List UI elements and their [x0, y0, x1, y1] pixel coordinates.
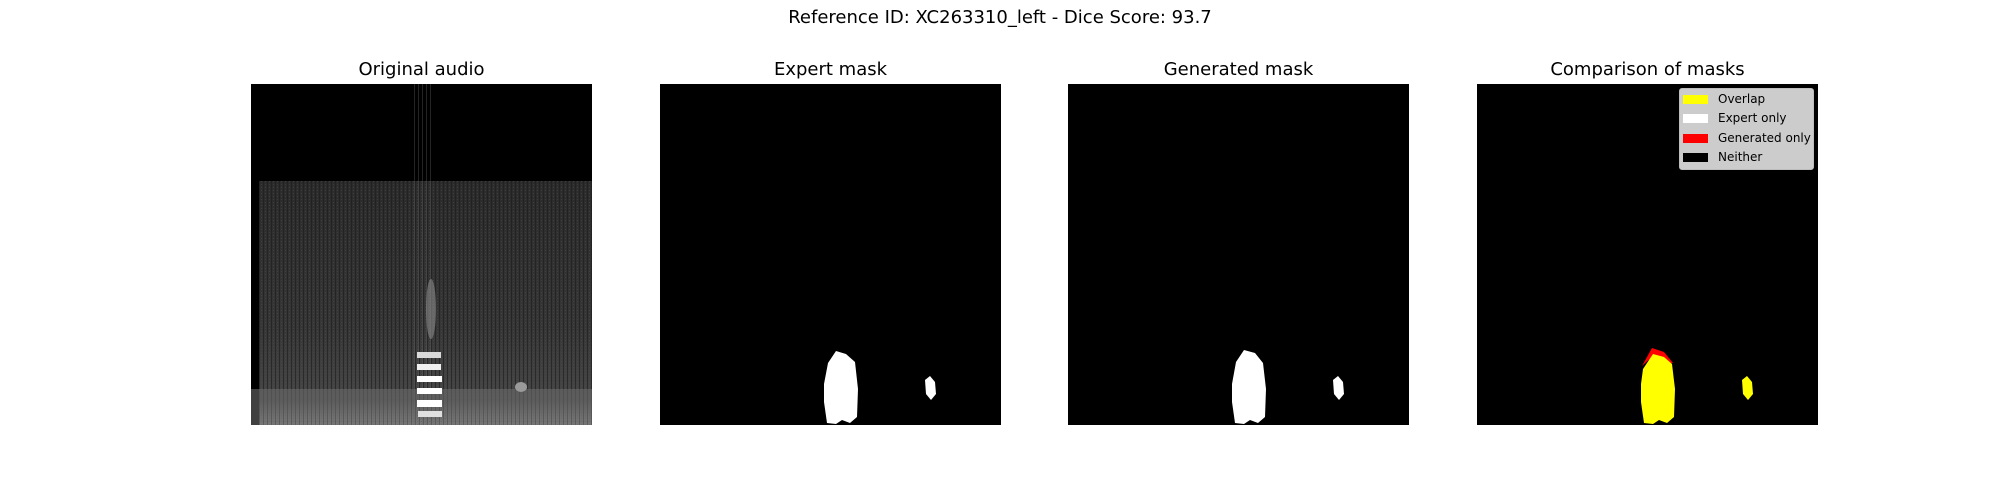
legend-swatch-overlap — [1683, 95, 1708, 104]
panel-title-generated-mask: Generated mask — [1068, 59, 1409, 80]
panel-title-expert-mask: Expert mask — [660, 59, 1001, 80]
legend-label-generated-only: Generated only — [1718, 131, 1811, 145]
generated-mask-image — [1068, 84, 1409, 425]
legend-swatch-generated-only — [1683, 134, 1708, 143]
overlap-region-large — [1641, 354, 1675, 424]
bird-call-small — [515, 382, 527, 392]
expert-mask-image — [660, 84, 1001, 425]
expert-mask-region-large — [824, 351, 858, 424]
generated-mask-panel — [1068, 84, 1409, 425]
legend-item-neither: Neither — [1683, 148, 1762, 166]
legend-label-neither: Neither — [1718, 150, 1762, 164]
legend-label-overlap: Overlap — [1718, 92, 1765, 106]
panel-title-original-audio: Original audio — [251, 59, 592, 80]
expert-mask-panel — [660, 84, 1001, 425]
generated-mask-region-large — [1232, 350, 1266, 424]
figure-title: Reference ID: XC263310_left - Dice Score… — [0, 7, 2000, 28]
legend-item-overlap: Overlap — [1683, 90, 1765, 108]
legend-label-expert-only: Expert only — [1718, 111, 1787, 125]
legend-swatch-expert-only — [1683, 114, 1708, 123]
comparison-panel: Overlap Expert only Generated only Neith… — [1477, 84, 1818, 425]
spectrogram-panel — [251, 84, 592, 425]
panel-title-comparison: Comparison of masks — [1477, 59, 1818, 80]
legend-item-expert-only: Expert only — [1683, 109, 1787, 127]
legend-item-generated-only: Generated only — [1683, 129, 1811, 147]
legend-swatch-neither — [1683, 153, 1708, 162]
spectrogram-image — [251, 84, 592, 425]
legend: Overlap Expert only Generated only Neith… — [1679, 88, 1814, 170]
